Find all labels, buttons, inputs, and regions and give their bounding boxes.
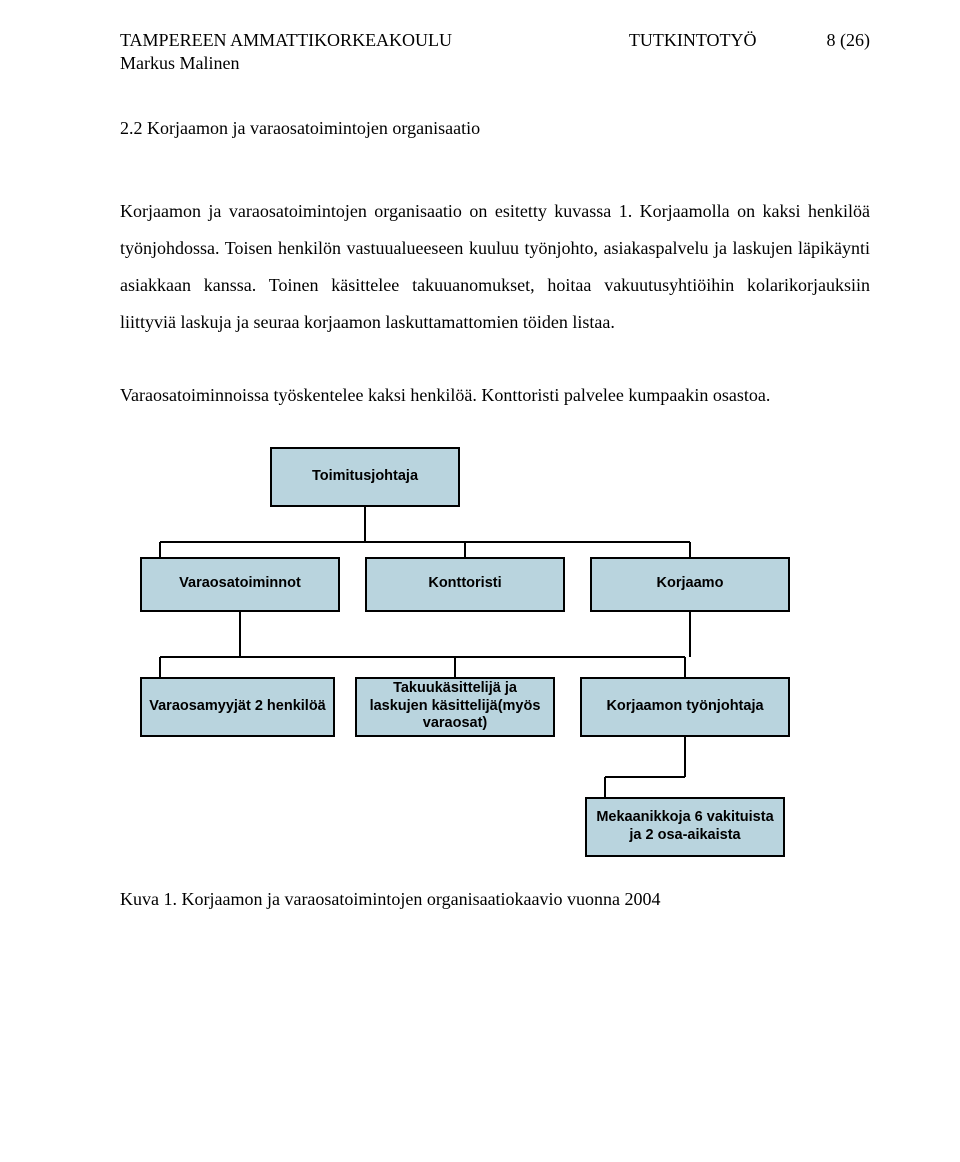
- org-node-workshop: Korjaamo: [590, 557, 790, 612]
- section-heading: 2.2 Korjaamon ja varaosatoimintojen orga…: [120, 118, 870, 139]
- page: TAMPEREEN AMMATTIKORKEAKOULU TUTKINTOTYÖ…: [0, 0, 960, 1162]
- org-node-ceo: Toimitusjohtaja: [270, 447, 460, 507]
- paragraph-1: Korjaamon ja varaosatoimintojen organisa…: [120, 193, 870, 341]
- org-node-warranty: Takuukäsittelijä ja laskujen käsittelijä…: [355, 677, 555, 737]
- header-page-number: 8 (26): [827, 30, 871, 51]
- header-author: Markus Malinen: [120, 53, 870, 74]
- org-chart: Toimitusjohtaja Varaosatoiminnot Konttoris…: [130, 447, 840, 867]
- header-doc-type: TUTKINTOTYÖ: [629, 30, 757, 51]
- org-node-foreman: Korjaamon työnjohtaja: [580, 677, 790, 737]
- header-institution: TAMPEREEN AMMATTIKORKEAKOULU: [120, 30, 452, 51]
- header-right: TUTKINTOTYÖ 8 (26): [629, 30, 870, 51]
- page-header: TAMPEREEN AMMATTIKORKEAKOULU TUTKINTOTYÖ…: [120, 30, 870, 51]
- org-node-mechanics: Mekaanikkoja 6 vakituista ja 2 osa-aikai…: [585, 797, 785, 857]
- paragraph-2: Varaosatoiminnoissa työskentelee kaksi h…: [120, 377, 870, 413]
- org-node-clerk: Konttoristi: [365, 557, 565, 612]
- figure-caption: Kuva 1. Korjaamon ja varaosatoimintojen …: [120, 889, 870, 910]
- org-node-sparesell: Varaosamyyjät 2 henkilöä: [140, 677, 335, 737]
- org-node-spareops: Varaosatoiminnot: [140, 557, 340, 612]
